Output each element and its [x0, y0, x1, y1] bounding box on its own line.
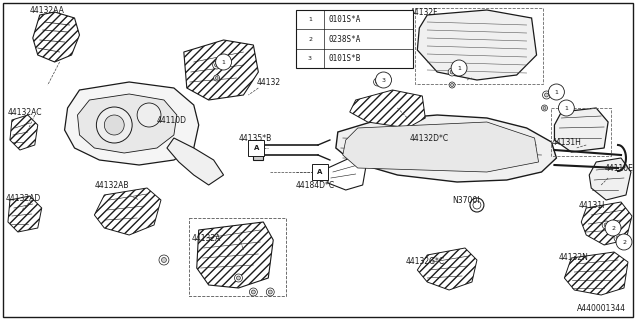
Text: A440001344: A440001344: [577, 304, 626, 313]
Circle shape: [450, 70, 454, 74]
Text: 44131I: 44131I: [579, 201, 605, 210]
Circle shape: [214, 75, 220, 81]
Text: 2: 2: [611, 226, 615, 230]
Text: 44132N: 44132N: [559, 253, 588, 262]
Circle shape: [541, 105, 547, 111]
Circle shape: [303, 51, 317, 65]
Circle shape: [159, 255, 169, 265]
Text: 1: 1: [221, 60, 225, 65]
Text: 44132A: 44132A: [192, 234, 221, 243]
Polygon shape: [417, 10, 536, 80]
Text: 44132G*C: 44132G*C: [405, 258, 445, 267]
Text: 44132AB: 44132AB: [94, 180, 129, 189]
Text: N3700I: N3700I: [452, 196, 479, 204]
Circle shape: [545, 93, 548, 97]
Circle shape: [614, 234, 622, 242]
Text: 44110D: 44110D: [157, 116, 187, 124]
Bar: [189, 218, 286, 296]
Circle shape: [266, 288, 275, 296]
Circle shape: [268, 290, 272, 294]
Text: 2: 2: [308, 36, 312, 42]
Text: 44131H: 44131H: [552, 138, 581, 147]
Text: 44132D*C: 44132D*C: [410, 133, 449, 142]
Circle shape: [303, 13, 317, 27]
Polygon shape: [328, 158, 365, 190]
Circle shape: [97, 107, 132, 143]
Text: 1: 1: [564, 106, 568, 110]
Circle shape: [616, 236, 620, 240]
Circle shape: [605, 220, 621, 236]
Polygon shape: [77, 94, 177, 153]
Circle shape: [559, 100, 574, 116]
Polygon shape: [343, 122, 538, 172]
Text: 44184D*C: 44184D*C: [296, 180, 335, 189]
Circle shape: [161, 258, 166, 262]
Polygon shape: [581, 202, 632, 245]
Polygon shape: [554, 108, 608, 152]
Text: 3: 3: [381, 77, 385, 83]
Text: 44132AC: 44132AC: [8, 108, 42, 116]
Circle shape: [448, 68, 456, 76]
Circle shape: [376, 72, 392, 88]
Circle shape: [616, 234, 632, 250]
Polygon shape: [589, 158, 631, 200]
Text: 44132AA: 44132AA: [30, 5, 65, 14]
Bar: [312, 164, 328, 180]
Polygon shape: [8, 196, 42, 232]
Text: 44135*B: 44135*B: [239, 133, 272, 142]
Circle shape: [214, 63, 219, 67]
Circle shape: [216, 54, 232, 70]
Circle shape: [470, 198, 484, 212]
Polygon shape: [196, 222, 273, 288]
Circle shape: [548, 84, 564, 100]
Circle shape: [376, 80, 380, 84]
Circle shape: [451, 84, 454, 86]
Polygon shape: [94, 188, 161, 235]
Polygon shape: [417, 248, 477, 290]
Circle shape: [237, 276, 241, 280]
Circle shape: [303, 32, 317, 46]
Circle shape: [604, 223, 608, 227]
Text: 1: 1: [457, 66, 461, 70]
Text: 1: 1: [554, 90, 558, 94]
Polygon shape: [10, 115, 38, 150]
Circle shape: [543, 91, 550, 99]
Circle shape: [212, 61, 221, 69]
Circle shape: [451, 60, 467, 76]
Bar: [296, 10, 413, 68]
Text: 1: 1: [308, 17, 312, 22]
Circle shape: [449, 82, 455, 88]
Text: 44110E: 44110E: [604, 164, 633, 172]
Polygon shape: [184, 40, 259, 100]
Text: 44132F: 44132F: [410, 7, 438, 17]
Circle shape: [104, 115, 124, 135]
Circle shape: [374, 78, 381, 86]
Bar: [415, 8, 543, 84]
Text: 0238S*A: 0238S*A: [329, 35, 361, 44]
Circle shape: [543, 107, 546, 109]
Bar: [552, 108, 611, 156]
Polygon shape: [65, 82, 199, 165]
Text: 44132AD: 44132AD: [6, 194, 41, 203]
Polygon shape: [336, 115, 556, 182]
Bar: [248, 140, 264, 156]
Circle shape: [137, 103, 161, 127]
Polygon shape: [564, 252, 628, 295]
Circle shape: [234, 274, 243, 282]
Text: 0101S*B: 0101S*B: [329, 54, 361, 63]
Text: 44132: 44132: [257, 77, 280, 86]
Circle shape: [252, 290, 255, 294]
Polygon shape: [33, 12, 79, 62]
Text: 0101S*A: 0101S*A: [329, 15, 361, 24]
Polygon shape: [349, 90, 425, 128]
Polygon shape: [167, 138, 223, 185]
Text: 2: 2: [622, 239, 626, 244]
Circle shape: [250, 288, 257, 296]
Text: 3: 3: [308, 56, 312, 61]
Circle shape: [215, 76, 218, 79]
Text: A: A: [317, 169, 323, 175]
Polygon shape: [253, 140, 263, 160]
Circle shape: [602, 221, 610, 229]
Text: A: A: [253, 145, 259, 151]
